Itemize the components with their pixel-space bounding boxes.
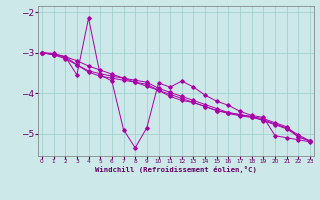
X-axis label: Windchill (Refroidissement éolien,°C): Windchill (Refroidissement éolien,°C) — [95, 166, 257, 173]
